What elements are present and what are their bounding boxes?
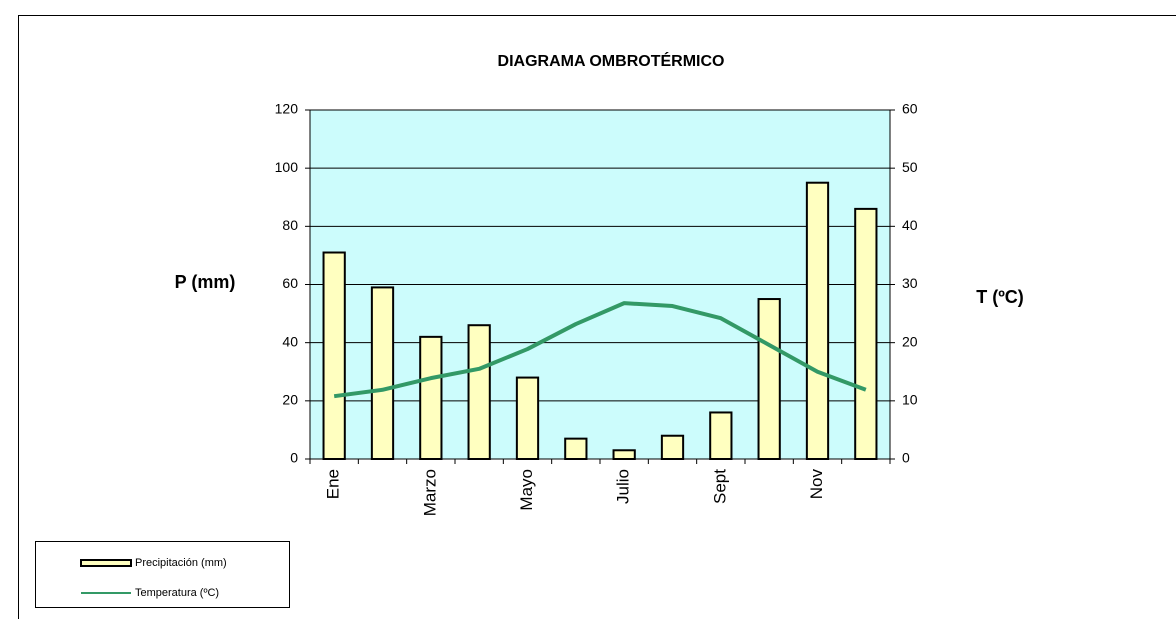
line [333, 301, 867, 399]
y-tick-label: 40 [282, 333, 298, 349]
x-tick-label: Nov [807, 469, 826, 500]
legend-label: Temperatura (ºC) [135, 587, 219, 599]
bar [419, 335, 443, 461]
y2-tick-label: 30 [902, 275, 918, 291]
y2-tick-label: 0 [902, 450, 910, 466]
x-tick-label: Marzo [420, 469, 439, 516]
y-tick-label: 120 [275, 101, 299, 117]
bar [467, 324, 491, 461]
x-tick-label: Sept [710, 469, 729, 504]
chart-title: DIAGRAMA OMBROTÉRMICO [498, 51, 725, 70]
legend-swatch [80, 559, 132, 567]
legend [35, 541, 290, 608]
x-tick-label: Julio [614, 469, 633, 504]
y2-tick-label: 10 [902, 392, 918, 408]
y2-tick-label: 50 [902, 159, 918, 175]
bar [370, 286, 395, 460]
bar [709, 411, 733, 461]
legend-label: Precipitación (mm) [135, 557, 227, 569]
y-tick-label: 80 [282, 217, 298, 233]
bar [805, 181, 830, 460]
bar [660, 434, 685, 461]
bar [854, 207, 878, 460]
y-tick-label: 0 [290, 450, 298, 466]
y-axis-label: P (mm) [175, 272, 236, 292]
x-tick-label: Mayo [517, 469, 536, 511]
y2-axis-label: T (ºC) [976, 287, 1024, 307]
bar [757, 298, 781, 460]
x-tick-label: Ene [324, 469, 343, 499]
y-tick-label: 100 [275, 159, 299, 175]
y-tick-label: 20 [282, 392, 298, 408]
y2-tick-label: 20 [902, 333, 918, 349]
y2-tick-label: 60 [902, 101, 918, 117]
y-tick-label: 60 [282, 275, 298, 291]
bar [322, 251, 346, 460]
y2-tick-label: 40 [902, 217, 918, 233]
bar [515, 376, 540, 461]
chart-frame [18, 15, 1176, 619]
bar [564, 437, 588, 460]
bar [612, 449, 636, 460]
